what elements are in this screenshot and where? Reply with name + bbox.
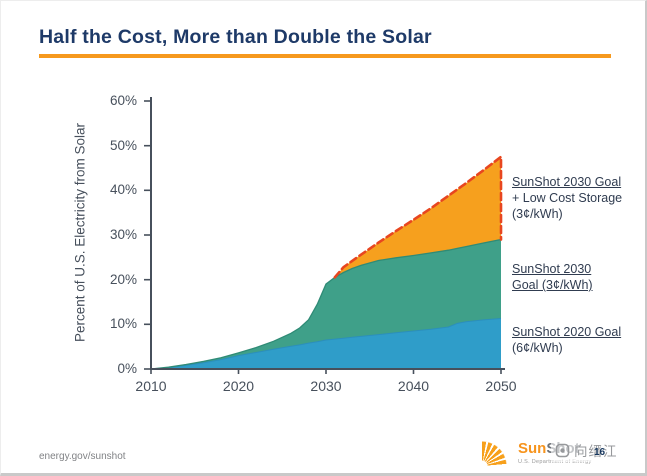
- series-top-edge: [150, 318, 502, 370]
- y-tick-label: 60%: [109, 93, 137, 108]
- legend-line: (3¢/kWh): [512, 207, 563, 221]
- y-tick-label: 0%: [117, 361, 137, 376]
- stacked-area-chart: [144, 97, 505, 374]
- y-tick-label: 10%: [109, 316, 137, 331]
- y-tick-label: 20%: [109, 272, 137, 287]
- legend-line: SunShot 2030: [512, 262, 592, 276]
- watermark-icon: [555, 443, 570, 457]
- slide-title: Half the Cost, More than Double the Sola…: [39, 26, 432, 48]
- x-tick-label: 2030: [310, 378, 342, 394]
- legend-line: SunShot 2020 Goal: [512, 325, 622, 339]
- x-tick-label: 2020: [222, 378, 255, 394]
- x-tick-label: 2010: [135, 378, 167, 394]
- y-tick-label: 40%: [109, 182, 137, 197]
- sunshot-sunburst-logo-icon: [482, 438, 516, 466]
- watermark: 向缙江: [551, 438, 622, 462]
- x-tick-label: 2050: [485, 378, 517, 394]
- legend-line: Goal (3¢/kWh): [512, 278, 593, 292]
- legend-line: (6¢/kWh): [512, 341, 563, 355]
- y-tick-label: 30%: [109, 227, 137, 242]
- legend-line: SunShot 2030 Goal: [512, 175, 622, 189]
- x-tick-label: 2040: [397, 378, 430, 394]
- watermark-text: 向缙江: [574, 444, 618, 459]
- page-number: 16: [594, 447, 606, 458]
- legend-sunshot-2030: SunShot 2030 Goal (3¢/kWh): [512, 261, 645, 293]
- logo-tagline: U.S. Department of Energy: [518, 459, 592, 465]
- y-tick-label: 50%: [109, 138, 137, 153]
- legend-sunshot-2020: SunShot 2020 Goal (6¢/kWh): [512, 324, 645, 356]
- dashed-goal-line: [333, 154, 503, 279]
- title-underline-rule: [39, 54, 611, 58]
- logo-sun-text: Sun: [518, 440, 547, 457]
- legend-sunshot-2030-storage: SunShot 2030 Goal + Low Cost Storage (3¢…: [512, 174, 645, 222]
- series-top-edge: [150, 238, 502, 370]
- footer-url: energy.gov/sunshot: [39, 451, 126, 462]
- legend-line: + Low Cost Storage: [512, 191, 623, 205]
- y-axis-label: Percent of U.S. Electricity from Solar: [72, 122, 88, 343]
